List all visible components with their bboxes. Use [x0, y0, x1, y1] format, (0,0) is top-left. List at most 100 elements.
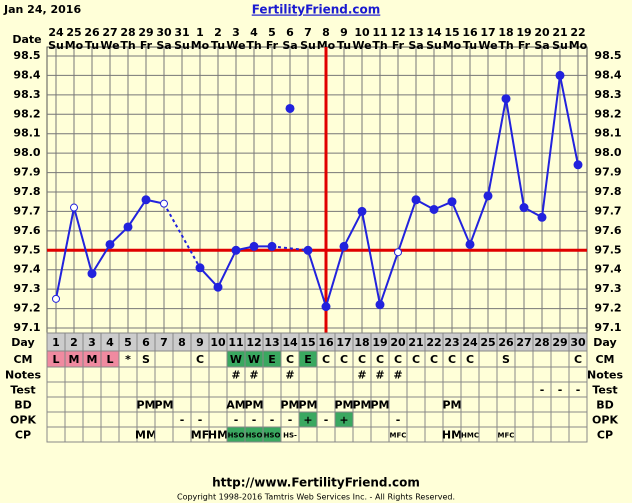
y-tick-label: 98.3 [13, 88, 40, 101]
table-cell [262, 396, 282, 413]
date-label: 17 [480, 26, 495, 39]
cell-text: # [231, 369, 240, 382]
cell-text: + [339, 414, 348, 427]
cell-text: 17 [336, 336, 351, 349]
table-cell [496, 396, 516, 413]
cell-text: 25 [480, 336, 495, 349]
cell-text: # [375, 369, 384, 382]
cell-text: C [286, 353, 294, 366]
cell-text: - [270, 414, 275, 427]
temp-line [55, 207, 75, 300]
temp-point [231, 245, 241, 255]
cell-text: 8 [178, 336, 186, 349]
weekday-label: Su [300, 39, 316, 52]
table-cell [46, 426, 66, 443]
row-label-right: OPK [592, 414, 618, 427]
table-cell [424, 366, 444, 383]
date-label: 19 [516, 26, 531, 39]
y-tick-label-right: 98.1 [594, 127, 621, 140]
table-cell [478, 366, 498, 383]
weekday-label: We [352, 39, 371, 52]
cell-text: HM [208, 429, 228, 442]
table-cell [424, 396, 444, 413]
y-tick-label-right: 97.4 [594, 263, 621, 276]
date-label: 20 [534, 26, 550, 39]
temp-line [217, 249, 237, 288]
table-cell [226, 381, 246, 398]
y-tick-label-right: 98.2 [594, 107, 621, 120]
x-axis-label: Date [12, 33, 41, 46]
y-tick-label: 97.6 [13, 224, 40, 237]
table-cell [64, 426, 84, 443]
date-label: 13 [408, 26, 423, 39]
table-cell [460, 381, 480, 398]
temp-point [501, 94, 511, 104]
table-cell [208, 350, 228, 368]
table-cell [496, 366, 516, 383]
y-tick-label-right: 97.7 [594, 204, 621, 217]
table-cell [532, 396, 552, 413]
table-cell [64, 366, 84, 383]
table-cell [46, 411, 66, 428]
weekday-label: Su [426, 39, 442, 52]
table-cell [154, 411, 174, 428]
weekday-label: Su [552, 39, 568, 52]
date-label: 5 [268, 26, 276, 39]
temp-point [195, 263, 205, 273]
cell-text: 30 [570, 336, 586, 349]
table-cell [172, 396, 192, 413]
table-cell [442, 366, 462, 383]
weekday-label: Fr [392, 39, 405, 52]
table-cell [46, 381, 66, 398]
table-cell [136, 366, 156, 383]
temp-line-dashed [163, 203, 201, 269]
cell-text: 22 [426, 336, 441, 349]
cell-text: MFC [390, 432, 407, 440]
table-cell [172, 426, 192, 443]
y-tick-label-right: 98.5 [594, 49, 621, 62]
temp-line [487, 98, 507, 197]
table-cell [316, 426, 336, 443]
y-tick-label-right: 98.4 [594, 68, 621, 81]
weekday-label: Tu [211, 39, 225, 52]
weekday-label: Tu [85, 39, 99, 52]
cell-text: 16 [318, 336, 334, 349]
table-cell [550, 426, 570, 443]
cell-text: - [540, 384, 545, 397]
table-cell [370, 426, 390, 443]
cell-text: 15 [300, 336, 315, 349]
table-cell [100, 366, 120, 383]
cell-text: 29 [552, 336, 567, 349]
weekday-label: We [226, 39, 245, 52]
cell-text: 13 [264, 336, 279, 349]
cell-text: # [285, 369, 294, 382]
date-label: 1 [196, 26, 204, 39]
y-tick-label-right: 97.2 [594, 302, 621, 315]
y-tick-label-right: 98.0 [594, 146, 621, 159]
row-label-right: CP [597, 429, 613, 442]
date-label: 10 [354, 26, 370, 39]
table-cell [514, 366, 534, 383]
table-cell [496, 381, 516, 398]
y-tick-label: 97.7 [13, 204, 40, 217]
temp-point [123, 222, 133, 232]
table-cell [496, 411, 516, 428]
table-cell [172, 381, 192, 398]
table-cell [478, 350, 498, 368]
table-cell [460, 396, 480, 413]
table-cell [478, 381, 498, 398]
y-tick-label-right: 97.8 [594, 185, 621, 198]
row-label: BD [14, 399, 32, 412]
temp-point [267, 241, 277, 251]
cell-text: C [448, 353, 456, 366]
temp-point [429, 204, 439, 214]
cell-text: S [502, 353, 510, 366]
y-tick-label: 98.0 [13, 146, 40, 159]
cell-text: C [394, 353, 402, 366]
cell-text: HSO [246, 432, 263, 440]
weekday-label: Su [174, 39, 190, 52]
cell-text: # [249, 369, 258, 382]
cell-text: 2 [70, 336, 78, 349]
table-cell [298, 366, 318, 383]
